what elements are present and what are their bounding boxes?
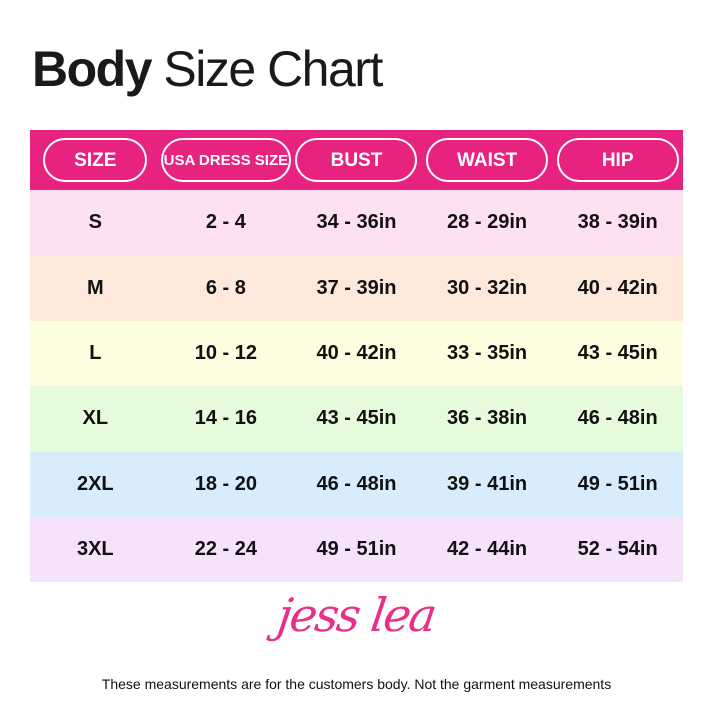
- table-cell: 42 - 44in: [447, 538, 528, 561]
- table-cell: 40 - 42in: [316, 341, 397, 364]
- header-cell: BUST: [291, 138, 422, 182]
- title-rest: Size Chart: [163, 41, 383, 97]
- table-cell: 36 - 38in: [447, 407, 528, 430]
- table-cell: 2 - 4: [205, 211, 246, 234]
- table-cell: 43 - 45in: [577, 341, 658, 364]
- header-cell: USA DRESS SIZE: [160, 138, 292, 182]
- table-row: 3XL 22 - 24 49 - 51in 42 - 44in 52 - 54in: [30, 516, 683, 583]
- table-cell: S: [88, 211, 102, 234]
- header-cell: WAIST: [422, 138, 553, 182]
- table-cell: 10 - 12: [194, 341, 258, 364]
- table-cell: 37 - 39in: [316, 276, 397, 299]
- title-bold: Body: [32, 41, 153, 97]
- header-hip: HIP: [556, 138, 679, 182]
- table-cell: 38 - 39in: [577, 211, 658, 234]
- table-cell: 28 - 29in: [447, 211, 528, 234]
- header-size: SIZE: [43, 138, 148, 182]
- table-cell: 43 - 45in: [316, 407, 397, 430]
- table-row: XL 14 - 16 43 - 45in 36 - 38in 46 - 48in: [30, 386, 683, 452]
- table-body: S 2 - 4 34 - 36in 28 - 29in 38 - 39in M 6 - 8 3…: [30, 190, 683, 583]
- table-row: 2XL 18 - 20 46 - 48in 39 - 41in 49 - 51in: [30, 451, 683, 517]
- table-cell: 34 - 36in: [316, 211, 397, 234]
- table-cell: 30 - 32in: [447, 276, 528, 299]
- table-cell: 40 - 42in: [577, 276, 658, 299]
- table-cell: 49 - 51in: [577, 472, 658, 495]
- size-table: SIZE USA DRESS SIZE BUST WAIST HIP S 2 - …: [30, 130, 683, 583]
- table-cell: 3XL: [76, 538, 114, 561]
- jess-lea-logo: jess lea: [274, 588, 439, 642]
- table-cell: M: [86, 276, 104, 299]
- table-cell: 22 - 24: [194, 538, 258, 561]
- table-cell: 18 - 20: [194, 472, 258, 495]
- header-cell: SIZE: [30, 138, 161, 182]
- header-waist: WAIST: [426, 138, 549, 182]
- table-cell: 46 - 48in: [577, 407, 658, 430]
- table-cell: 14 - 16: [194, 407, 258, 430]
- table-cell: L: [89, 341, 102, 364]
- table-cell: 33 - 35in: [447, 341, 528, 364]
- table-cell: 6 - 8: [205, 276, 246, 299]
- footnote: These measurements are for the customers…: [101, 676, 612, 692]
- page-title: Body Size Chart: [32, 40, 383, 98]
- table-row: L 10 - 12 40 - 42in 33 - 35in 43 - 45in: [30, 320, 683, 387]
- header-bust: BUST: [295, 138, 418, 182]
- header-usa-dress-size: USA DRESS SIZE: [160, 138, 292, 182]
- table-cell: 46 - 48in: [316, 472, 397, 495]
- table-row: S 2 - 4 34 - 36in 28 - 29in 38 - 39in: [30, 190, 683, 256]
- table-header: SIZE USA DRESS SIZE BUST WAIST HIP: [30, 130, 683, 190]
- table-cell: 49 - 51in: [316, 538, 397, 561]
- table-cell: XL: [82, 407, 109, 430]
- table-cell: 39 - 41in: [447, 472, 528, 495]
- table-cell: 2XL: [76, 472, 114, 495]
- table-row: M 6 - 8 37 - 39in 30 - 32in 40 - 42in: [30, 255, 683, 321]
- header-cell: HIP: [552, 138, 683, 182]
- table-cell: 52 - 54in: [577, 538, 658, 561]
